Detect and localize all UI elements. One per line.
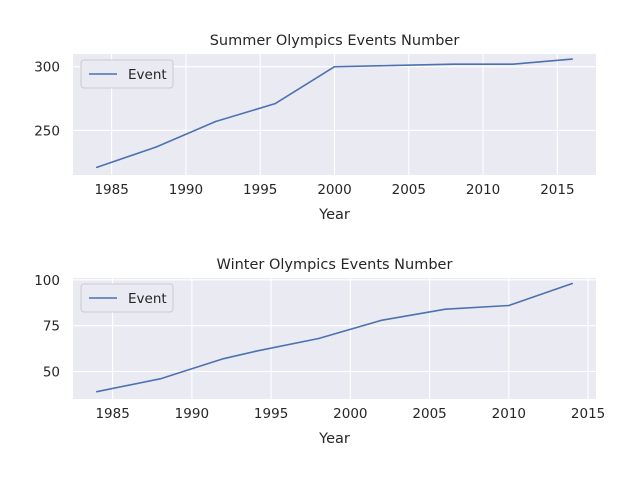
winter-x-tick-label: 1985 bbox=[95, 406, 129, 422]
summer-data-point bbox=[95, 166, 98, 169]
winter-x-tick-label: 2005 bbox=[412, 406, 446, 422]
summer-y-tick-label: 250 bbox=[34, 123, 60, 139]
summer-x-tick-label: 2015 bbox=[540, 182, 574, 198]
summer-x-axis-label: Year bbox=[318, 207, 350, 223]
winter-y-tick-label: 50 bbox=[43, 365, 60, 381]
winter-x-tick-label: 2000 bbox=[333, 406, 367, 422]
winter-chart-title: Winter Olympics Events Number bbox=[217, 257, 453, 273]
summer-data-point bbox=[274, 102, 276, 105]
winter-x-tick-label: 1990 bbox=[175, 406, 209, 422]
summer-data-point bbox=[571, 58, 574, 60]
winter-x-tick-label: 1995 bbox=[254, 406, 288, 422]
winter-data-point bbox=[254, 350, 257, 353]
winter-data-point bbox=[508, 304, 510, 307]
summer-x-tick-label: 1995 bbox=[243, 182, 277, 198]
summer-chart: 1985 1990 1995 2000 2005 2010 2015 250 300 Summer… bbox=[34, 33, 596, 223]
winter-data-point bbox=[95, 390, 98, 393]
summer-x-tick-label: 1990 bbox=[169, 182, 203, 198]
winter-x-tick-label: 2010 bbox=[492, 406, 526, 422]
summer-chart-title: Summer Olympics Events Number bbox=[210, 33, 460, 49]
winter-data-point bbox=[159, 378, 161, 380]
winter-data-point bbox=[571, 282, 574, 285]
summer-data-point bbox=[393, 64, 395, 67]
winter-y-tick-label: 100 bbox=[34, 273, 60, 289]
summer-x-tick-label: 2005 bbox=[392, 182, 426, 198]
summer-data-point bbox=[155, 146, 158, 148]
summer-x-tick-label: 2000 bbox=[317, 182, 351, 198]
winter-chart: 1985 1990 1995 2000 2005 2010 2015 50 75 100 Winte… bbox=[34, 257, 605, 447]
winter-legend-label: Event bbox=[128, 291, 167, 307]
winter-y-tick-label: 75 bbox=[43, 319, 60, 335]
summer-y-tick-label: 300 bbox=[34, 60, 60, 76]
winter-data-point bbox=[381, 319, 383, 321]
winter-x-tick-label: 2015 bbox=[571, 406, 605, 422]
summer-data-point bbox=[452, 63, 455, 65]
winter-data-point bbox=[444, 308, 447, 310]
summer-x-tick-label: 2010 bbox=[466, 182, 500, 198]
summer-legend-label: Event bbox=[128, 67, 167, 83]
summer-data-point bbox=[511, 63, 514, 65]
summer-legend bbox=[80, 59, 174, 89]
winter-legend bbox=[80, 283, 174, 313]
summer-data-point bbox=[214, 120, 217, 123]
winter-x-axis-label: Year bbox=[318, 431, 350, 447]
winter-data-point bbox=[222, 357, 225, 360]
summer-data-point bbox=[333, 65, 336, 68]
winter-data-point bbox=[317, 337, 320, 340]
summer-x-tick-label: 1985 bbox=[94, 182, 128, 198]
